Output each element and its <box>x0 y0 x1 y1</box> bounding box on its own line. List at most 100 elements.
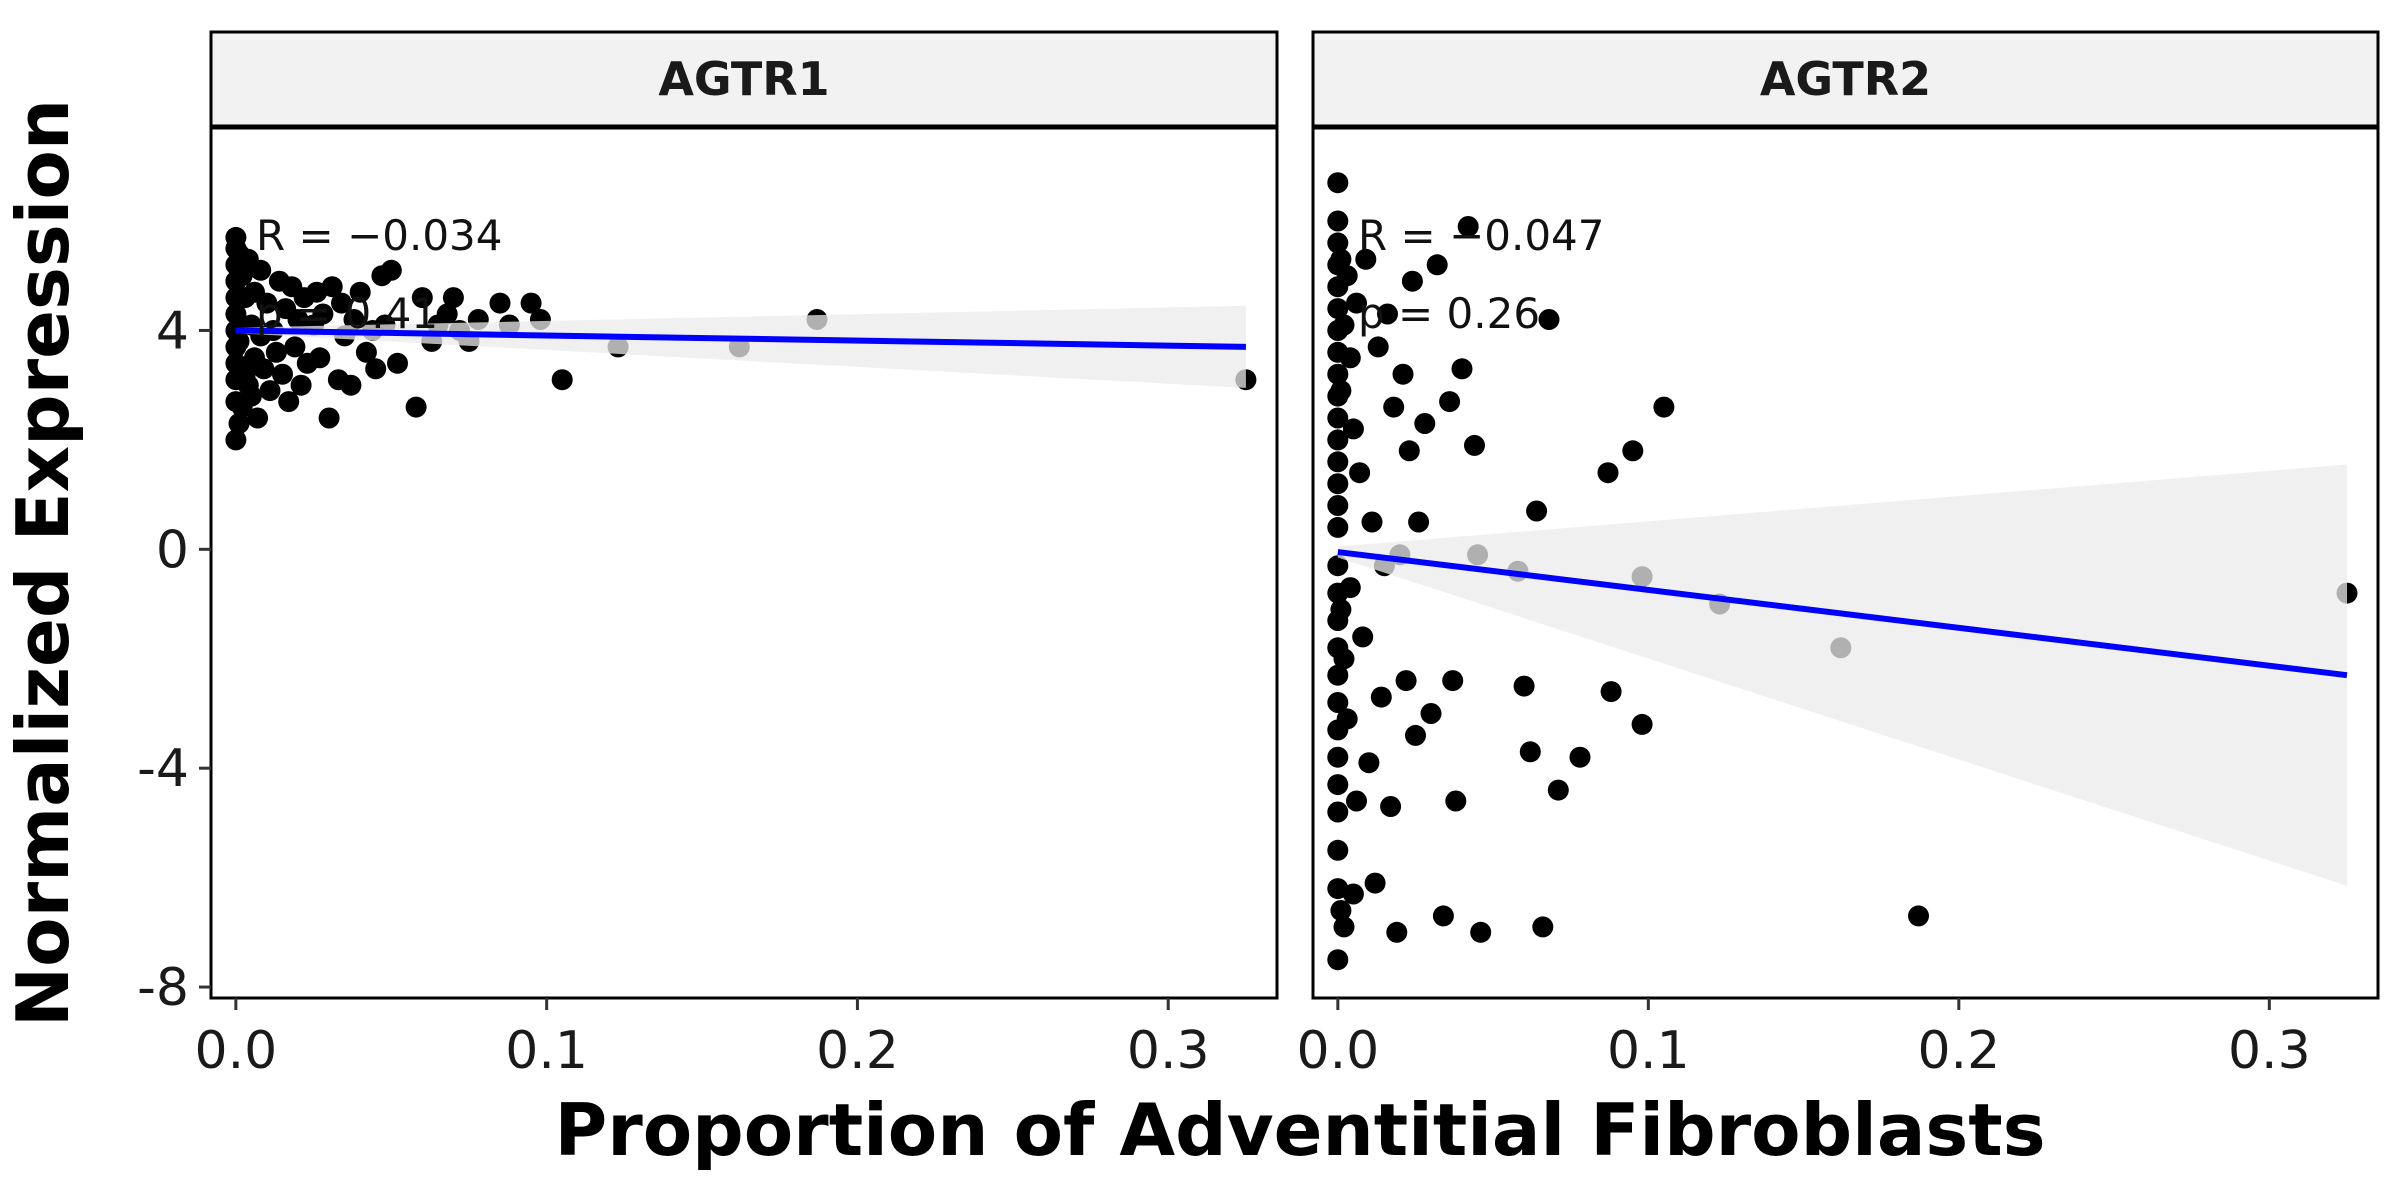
data-point <box>1327 516 1349 538</box>
data-point <box>290 374 312 396</box>
y-tick-label: -8 <box>137 958 189 1018</box>
data-point <box>355 341 377 363</box>
data-point <box>331 292 352 314</box>
x-axis-title: Proportion of Adventitial Fibroblasts <box>554 1088 2045 1172</box>
panel-1: AGTR2 R = −0.047 p = 0.26 0.0 0.1 0.2 0.3 <box>1296 30 2380 1081</box>
data-point <box>1327 429 1349 451</box>
data-point <box>1442 670 1464 692</box>
data-point <box>1367 336 1389 358</box>
data-point <box>253 358 275 380</box>
data-point <box>278 391 300 413</box>
data-point <box>1513 675 1535 697</box>
data-point <box>1600 681 1622 703</box>
data-point <box>1327 692 1349 713</box>
x-tick-label: 0.0 <box>195 1021 278 1081</box>
strip-background <box>1311 30 2380 128</box>
data-point <box>1330 380 1352 402</box>
data-point <box>1327 451 1349 473</box>
data-point <box>387 352 408 374</box>
y-axis-title: Normalized Expression <box>1 99 85 1027</box>
data-point <box>1405 724 1426 746</box>
data-point <box>1327 839 1349 861</box>
strip-label: AGTR2 <box>1760 52 1931 106</box>
data-point <box>1327 473 1349 495</box>
data-point <box>1358 752 1380 774</box>
data-point <box>1327 172 1349 194</box>
data-point <box>250 259 272 281</box>
data-point <box>436 303 458 325</box>
data-point <box>1327 664 1349 686</box>
annotation-r: R = −0.034 <box>256 211 503 260</box>
data-point <box>1327 746 1349 768</box>
data-point <box>1470 921 1492 943</box>
data-point <box>1445 790 1467 812</box>
data-point <box>1327 210 1349 232</box>
data-point <box>489 292 511 314</box>
data-point <box>225 303 247 325</box>
data-point <box>1395 670 1417 692</box>
panel-border <box>1311 126 2380 1000</box>
data-point <box>1336 265 1358 287</box>
data-point <box>1339 577 1361 599</box>
data-point <box>1457 216 1479 237</box>
panel-border <box>209 126 1279 1000</box>
data-point <box>1327 495 1349 516</box>
data-point <box>1398 440 1420 462</box>
data-point <box>1653 396 1675 418</box>
regression-line <box>1337 549 2348 679</box>
data-point <box>1451 358 1473 380</box>
data-point <box>318 407 340 429</box>
data-point <box>247 407 269 429</box>
data-point <box>256 292 278 314</box>
data-point <box>1327 407 1349 429</box>
x-tick-label: 0.3 <box>1127 1021 1210 1081</box>
data-point <box>1532 916 1554 938</box>
data-point <box>1631 713 1653 735</box>
data-point <box>1414 413 1436 434</box>
y-tick-label: 0 <box>156 520 189 580</box>
data-point <box>1330 599 1352 620</box>
data-point <box>1519 741 1541 763</box>
data-point <box>1386 921 1408 943</box>
data-point <box>1327 774 1349 796</box>
data-point <box>284 336 306 358</box>
data-point <box>265 341 287 363</box>
x-tick-label: 0.1 <box>505 1021 588 1081</box>
strip-label: AGTR1 <box>658 52 829 106</box>
x-tick-label: 0.1 <box>1607 1021 1690 1081</box>
data-point <box>349 281 371 303</box>
data-point <box>1355 248 1377 270</box>
data-point <box>1364 872 1386 894</box>
x-tick-label: 0.2 <box>816 1021 899 1081</box>
data-point <box>1408 511 1430 533</box>
data-point <box>1333 314 1355 336</box>
data-point <box>1327 298 1349 320</box>
y-tick-label: 4 <box>156 301 189 361</box>
data-point <box>380 259 402 281</box>
data-point <box>321 276 343 298</box>
data-point <box>1464 434 1485 456</box>
annotation-r: R = −0.047 <box>1358 211 1605 260</box>
data-point <box>1439 391 1461 413</box>
x-tick-label: 0.0 <box>1296 1021 1379 1081</box>
data-point <box>272 363 293 385</box>
data-point <box>411 287 433 309</box>
data-point <box>1432 905 1454 927</box>
data-point <box>405 396 427 418</box>
x-tick-label: 0.3 <box>2228 1021 2311 1081</box>
panel-0: AGTR1 R = −0.034 p = 0.41 0.0 0.1 0.2 0.3 <box>195 30 1279 1081</box>
data-point <box>1333 648 1355 670</box>
data-point <box>1342 883 1364 905</box>
x-tick-label: 0.2 <box>1917 1021 2000 1081</box>
data-point <box>1370 686 1392 708</box>
data-point <box>1377 303 1398 325</box>
data-point <box>1361 511 1383 533</box>
regression-line <box>235 327 1246 350</box>
data-point <box>1380 796 1402 817</box>
data-point <box>259 380 281 402</box>
data-point <box>551 369 573 391</box>
data-point <box>228 330 250 352</box>
data-point <box>1420 703 1442 724</box>
